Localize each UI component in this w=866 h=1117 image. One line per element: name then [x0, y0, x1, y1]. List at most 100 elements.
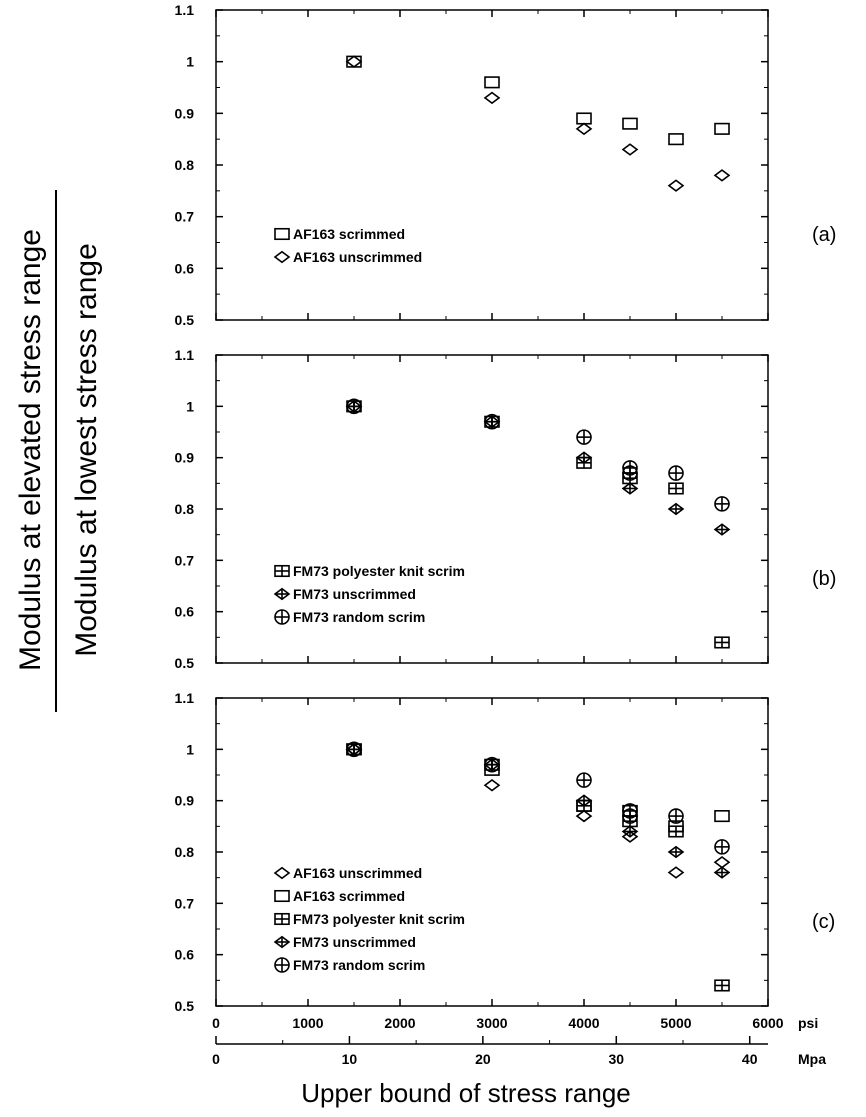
legend-marker	[274, 564, 290, 578]
x-tick-label-mpa: 20	[475, 1051, 491, 1067]
y-tick-label: 0.9	[175, 105, 195, 121]
data-point	[622, 465, 638, 481]
y-tick-label: 0.8	[175, 844, 195, 860]
data-point	[713, 169, 731, 182]
data-point	[667, 845, 685, 859]
panel-2: 0.5 0.6 0.7 0.8 0.9 1 1.1 FM73 polyester knit s…	[175, 347, 837, 671]
data-point	[667, 179, 685, 192]
data-point	[668, 133, 684, 146]
y-tick-label: 0.7	[175, 552, 195, 568]
legend-entry: FM73 unscrimmed	[293, 934, 416, 950]
y-tick-label: 0.7	[175, 209, 195, 225]
legend-marker	[274, 912, 290, 926]
data-point	[576, 112, 592, 125]
legend-entry: FM73 random scrim	[293, 609, 425, 625]
data-point	[622, 117, 638, 130]
data-point-shape	[483, 91, 501, 105]
panel-1: 0.5 0.6 0.7 0.8 0.9 1 1.1 AF163 scrimmed AF163 u…	[175, 2, 837, 328]
legend-marker	[274, 889, 290, 903]
legend-entry: AF163 unscrimmed	[293, 249, 422, 265]
y-axis-label-denominator: Modulus at lowest stress range	[70, 243, 103, 657]
data-point	[575, 794, 593, 807]
legend-marker-shape	[273, 866, 291, 880]
data-point	[575, 451, 593, 464]
x-tick-label-psi: 3000	[476, 1015, 507, 1031]
y-tick-label: 0.9	[175, 793, 195, 809]
legend-marker	[273, 587, 291, 601]
x-axis-unit-mpa: Mpa	[798, 1051, 826, 1067]
y-tick-label: 0.8	[175, 501, 195, 517]
data-point-shape	[345, 55, 363, 68]
series-circle-cross	[346, 398, 730, 512]
data-point	[714, 810, 730, 823]
y-tick-label: 0.5	[175, 312, 195, 328]
legend-marker	[273, 866, 291, 880]
data-point	[714, 122, 730, 135]
y-tick-label: 0.6	[175, 947, 195, 963]
data-point-shape	[621, 143, 639, 156]
data-point	[484, 756, 500, 773]
legend-marker	[274, 957, 290, 973]
series-diamond	[345, 55, 731, 192]
x-axis-unit-psi: psi	[798, 1015, 818, 1031]
data-point	[484, 76, 500, 89]
data-point-shape	[622, 117, 638, 130]
legend-marker	[274, 609, 290, 625]
legend-entry: FM73 random scrim	[293, 957, 425, 973]
data-point-shape	[621, 830, 639, 843]
panel-frame	[215, 9, 769, 321]
legend-entry: FM73 polyester knit scrim	[293, 911, 465, 927]
x-tick-label-psi: 5000	[660, 1015, 691, 1031]
y-axis-label: Modulus at elevated stress range Modulus…	[14, 190, 103, 712]
legend-entry: AF163 scrimmed	[293, 888, 405, 904]
data-point	[668, 482, 684, 495]
series-circle-cross	[346, 741, 730, 855]
data-point	[714, 636, 730, 649]
data-point	[622, 808, 638, 824]
x-tick-label-psi: 2000	[384, 1015, 415, 1031]
data-point	[575, 809, 593, 823]
data-point-shape	[713, 856, 731, 869]
legend-marker	[273, 250, 291, 264]
data-point	[713, 866, 731, 879]
data-point-shape	[575, 809, 593, 823]
legend-entry: FM73 polyester knit scrim	[293, 563, 465, 579]
data-point	[483, 779, 501, 792]
data-point	[667, 502, 685, 516]
data-point-shape	[575, 122, 593, 136]
data-point-shape	[484, 76, 500, 89]
data-point	[576, 429, 592, 445]
data-point	[621, 143, 639, 156]
y-axis-label-numerator: Modulus at elevated stress range	[14, 229, 47, 671]
x-tick-label-mpa: 10	[342, 1051, 358, 1067]
x-tick-label-mpa: 0	[212, 1051, 220, 1067]
data-point	[345, 55, 363, 68]
data-point	[621, 825, 639, 838]
data-point	[576, 772, 592, 788]
data-point	[483, 91, 501, 105]
y-tick-label: 1	[186, 54, 194, 70]
data-point	[713, 523, 731, 536]
data-point	[714, 496, 730, 512]
data-point-shape	[667, 179, 685, 192]
data-point	[484, 413, 500, 430]
y-tick-label: 0.6	[175, 604, 195, 620]
y-tick-label: 0.7	[175, 895, 195, 911]
panel-label: (a)	[812, 224, 836, 246]
data-point-shape	[667, 866, 685, 879]
data-point	[668, 465, 684, 481]
data-point-shape	[714, 810, 730, 823]
data-point	[714, 979, 730, 992]
y-tick-label: 0.5	[175, 655, 195, 671]
legend-entry: FM73 unscrimmed	[293, 586, 416, 602]
x-tick-label-psi: 6000	[752, 1015, 783, 1031]
data-point-shape	[668, 133, 684, 146]
data-point	[668, 808, 684, 824]
series-square	[346, 55, 730, 146]
data-point	[346, 741, 362, 758]
data-point	[346, 55, 362, 68]
legend-entry: AF163 scrimmed	[293, 226, 405, 242]
data-point	[713, 856, 731, 869]
data-point-shape	[713, 169, 731, 182]
